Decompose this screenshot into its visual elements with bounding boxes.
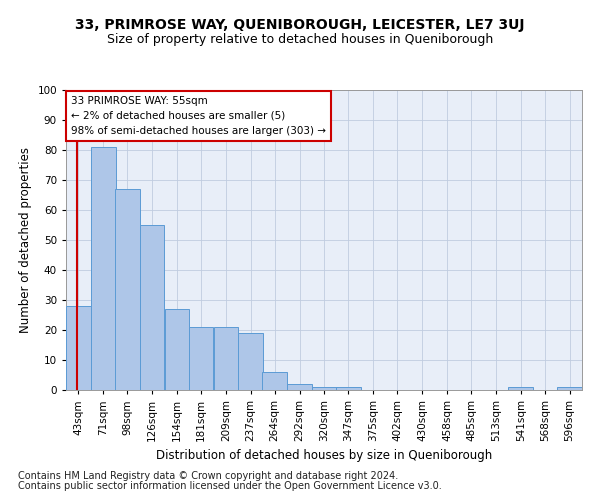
- X-axis label: Distribution of detached houses by size in Queniborough: Distribution of detached houses by size …: [156, 450, 492, 462]
- Bar: [287, 384, 312, 390]
- Bar: [66, 306, 91, 390]
- Text: Contains HM Land Registry data © Crown copyright and database right 2024.: Contains HM Land Registry data © Crown c…: [18, 471, 398, 481]
- Text: 33 PRIMROSE WAY: 55sqm
← 2% of detached houses are smaller (5)
98% of semi-detac: 33 PRIMROSE WAY: 55sqm ← 2% of detached …: [71, 96, 326, 136]
- Bar: [165, 309, 190, 390]
- Bar: [336, 387, 361, 390]
- Bar: [140, 225, 164, 390]
- Bar: [312, 387, 337, 390]
- Bar: [91, 147, 116, 390]
- Text: 33, PRIMROSE WAY, QUENIBOROUGH, LEICESTER, LE7 3UJ: 33, PRIMROSE WAY, QUENIBOROUGH, LEICESTE…: [75, 18, 525, 32]
- Text: Size of property relative to detached houses in Queniborough: Size of property relative to detached ho…: [107, 32, 493, 46]
- Text: Contains public sector information licensed under the Open Government Licence v3: Contains public sector information licen…: [18, 481, 442, 491]
- Bar: [188, 327, 213, 390]
- Bar: [262, 372, 287, 390]
- Bar: [214, 327, 238, 390]
- Y-axis label: Number of detached properties: Number of detached properties: [19, 147, 32, 333]
- Bar: [557, 387, 582, 390]
- Bar: [508, 387, 533, 390]
- Bar: [238, 333, 263, 390]
- Bar: [115, 189, 140, 390]
